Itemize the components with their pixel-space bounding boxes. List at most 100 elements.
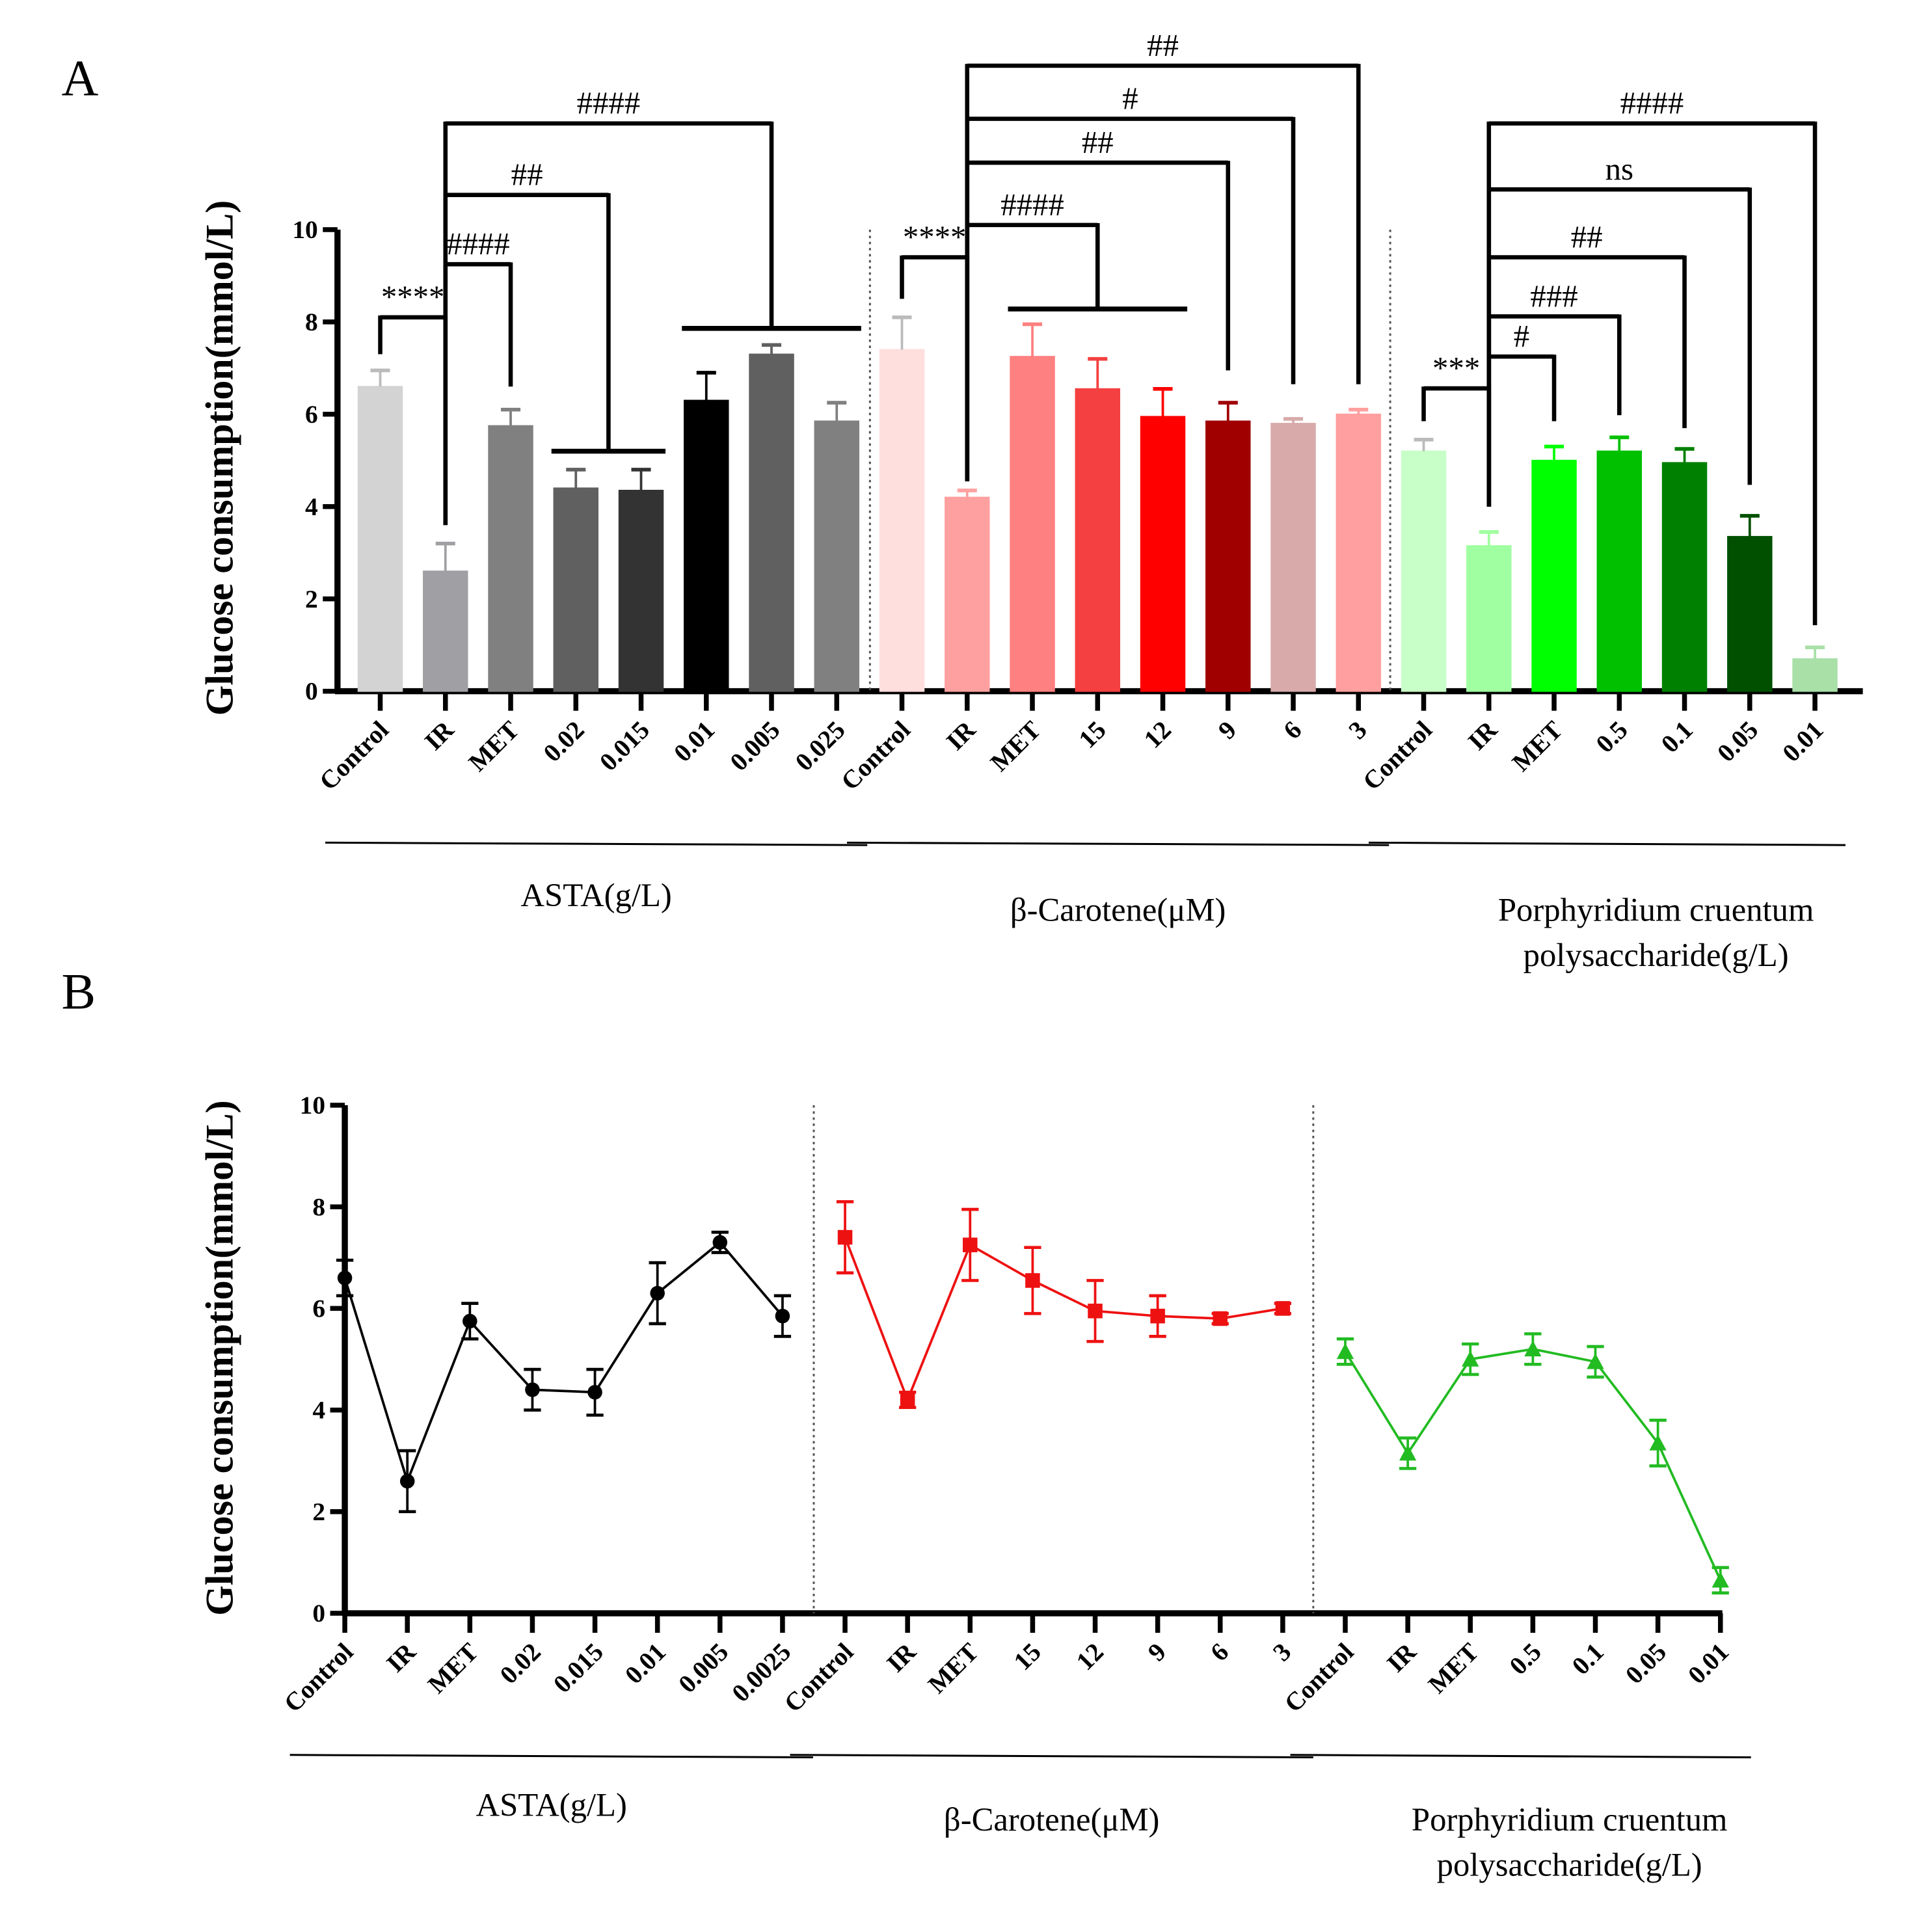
x-tick-label: Control: [314, 716, 394, 796]
bar: [1205, 420, 1251, 692]
significance-label: ##: [1571, 220, 1603, 255]
significance-label: ####: [1620, 86, 1684, 121]
y-axis-title-b: Glucose consumption(mmol/L): [197, 1100, 241, 1616]
data-point-square: [1025, 1273, 1040, 1288]
bar: [684, 399, 729, 692]
data-point-square: [900, 1392, 915, 1408]
series-line: [343, 1241, 784, 1485]
y-tick-label: 6: [305, 400, 318, 429]
bar: [1661, 462, 1708, 692]
x-tick-label: MET: [422, 1637, 484, 1699]
x-tick-label: 15: [1008, 1637, 1047, 1676]
bar: [357, 386, 403, 692]
x-tick-label: 0.01: [619, 1637, 671, 1689]
group-label: Porphyridium cruentum: [1498, 892, 1814, 928]
x-tick-label: 0.01: [668, 716, 720, 768]
x-tick-label: Control: [835, 716, 916, 796]
x-tick-label: 0.02: [494, 1637, 546, 1689]
data-point-triangle: [1649, 1434, 1667, 1451]
data-point-circle: [525, 1382, 540, 1397]
group-label: polysaccharide(g/L): [1523, 937, 1789, 973]
x-tick-label: 12: [1071, 1637, 1109, 1676]
bar: [553, 487, 598, 692]
bar: [618, 489, 664, 692]
significance-label: ***: [1432, 351, 1480, 386]
y-tick-label: 6: [312, 1295, 325, 1323]
bar: [749, 353, 794, 692]
x-tick-label: MET: [1507, 716, 1568, 777]
x-tick-label: 6: [1205, 1637, 1234, 1667]
bar: [814, 420, 860, 692]
series-line: [844, 1237, 1283, 1404]
x-tick-label: 0.1: [1656, 716, 1698, 758]
x-tick-label: Control: [1357, 716, 1438, 796]
x-tick-label: 15: [1073, 716, 1112, 754]
bar: [945, 496, 990, 692]
x-tick-label: 0.005: [725, 716, 786, 777]
data-point-circle: [587, 1385, 602, 1400]
bar: [879, 349, 925, 692]
data-point-triangle: [1462, 1350, 1479, 1367]
significance-label: ####: [577, 86, 641, 121]
x-tick-label: 0.01: [1682, 1637, 1734, 1689]
x-tick-label: 9: [1213, 716, 1242, 745]
significance-label: #: [1514, 319, 1529, 354]
x-tick-label: IR: [1381, 1637, 1421, 1678]
x-tick-label: 0.02: [538, 716, 590, 768]
data-point-triangle: [1399, 1444, 1417, 1461]
y-tick-label: 10: [292, 215, 317, 244]
y-tick-label: 8: [312, 1192, 325, 1221]
data-point-circle: [337, 1270, 353, 1285]
x-tick-label: 0.01: [1777, 716, 1829, 768]
group-underline: [325, 841, 868, 846]
x-tick-label: MET: [1423, 1637, 1484, 1699]
panel-label-b: B: [62, 964, 96, 1021]
bar: [1270, 423, 1316, 692]
data-point-square: [837, 1229, 853, 1245]
data-point-circle: [775, 1308, 790, 1324]
data-point-triangle: [1587, 1353, 1604, 1369]
significance-label: ##: [1147, 28, 1179, 63]
y-tick-label: 8: [305, 308, 318, 336]
group-label: β-Carotene(μM): [944, 1801, 1160, 1838]
significance-label: ##: [1082, 125, 1114, 160]
y-tick-label: 10: [300, 1091, 325, 1120]
bar: [1596, 450, 1643, 692]
bar: [1075, 388, 1121, 692]
x-tick-label: MET: [463, 716, 525, 777]
x-tick-label: 0.1: [1566, 1637, 1609, 1680]
bar: [1466, 545, 1512, 692]
bar: [488, 425, 533, 692]
x-tick-label: MET: [985, 716, 1047, 777]
x-tick-label: Control: [779, 1637, 859, 1718]
x-tick-label: 0.5: [1504, 1637, 1547, 1680]
group-label: β-Carotene(μM): [1010, 892, 1226, 928]
x-tick-label: Control: [278, 1637, 359, 1718]
x-tick-label: IR: [1462, 715, 1503, 755]
y-tick-label: 4: [305, 492, 318, 521]
y-tick-label: 2: [312, 1497, 325, 1526]
data-point-square: [1275, 1301, 1291, 1316]
significance-label: ####: [1000, 187, 1064, 222]
x-tick-label: 0.05: [1620, 1637, 1672, 1689]
data-point-square: [963, 1237, 978, 1253]
bar: [1140, 416, 1186, 692]
bar: [1010, 356, 1055, 692]
y-axis-title-a: Glucose consumption(mmol/L): [197, 200, 241, 716]
significance-label: ****: [903, 220, 967, 255]
group-label: Porphyridium cruentum: [1412, 1801, 1728, 1838]
y-tick-label: 4: [312, 1396, 325, 1425]
x-tick-label: 0.5: [1591, 716, 1633, 758]
y-tick-label: 0: [312, 1599, 325, 1628]
x-tick-label: 3: [1343, 716, 1373, 745]
data-point-circle: [399, 1473, 415, 1489]
x-tick-label: 0.015: [548, 1637, 609, 1698]
group-underline: [1290, 1754, 1751, 1759]
x-tick-label: 0.005: [673, 1637, 734, 1698]
data-point-circle: [463, 1313, 477, 1329]
data-point-square: [1088, 1304, 1103, 1319]
group-underline: [847, 841, 1389, 846]
y-tick-label: 2: [305, 585, 318, 613]
data-point-square: [1213, 1311, 1228, 1326]
